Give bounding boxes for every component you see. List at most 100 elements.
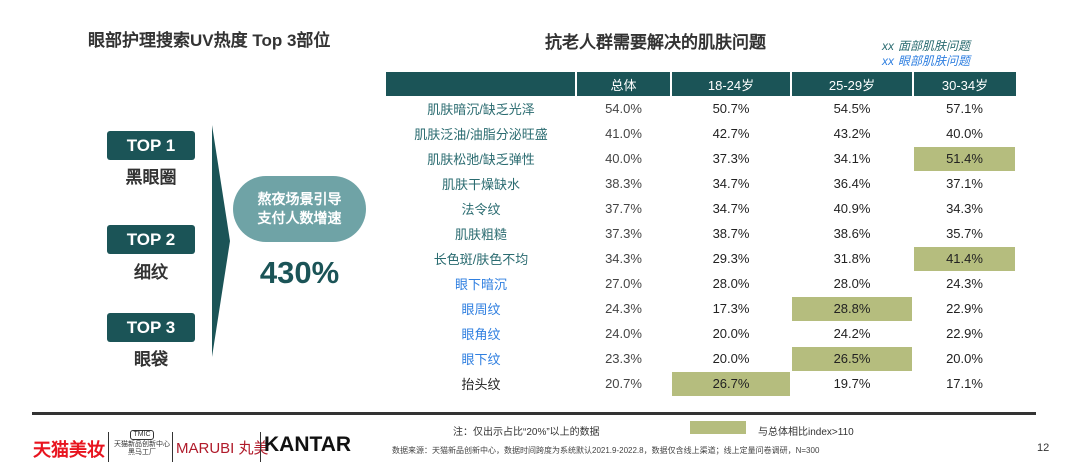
value-cell: 24.0% [575, 321, 672, 347]
row-label: 长色斑/肤色不均 [385, 246, 577, 272]
data-source: 数据来源：天猫新品创新中心，数据时间跨度为系统默认2021.9-2022.8，数… [392, 446, 820, 455]
value-cell: 54.0% [575, 96, 672, 122]
value-cell: 37.3% [670, 146, 792, 172]
legend-eye-label: 眼部肌肤问题 [898, 54, 971, 68]
table-row: 肌肤泛油/油脂分泌旺盛 41.0% 42.7% 43.2% 40.0% [385, 121, 1017, 147]
table-row: 肌肤干燥缺水 38.3% 34.7% 36.4% 37.1% [385, 171, 1017, 197]
value-cell: 40.0% [912, 121, 1017, 147]
column-header: 25-29岁 [790, 72, 913, 96]
row-label: 眼下纹 [385, 346, 577, 372]
row-label: 法令纹 [385, 196, 577, 222]
value-cell: 24.2% [790, 321, 914, 347]
top2-badge: TOP 2 [107, 225, 195, 254]
value-cell: 34.3% [912, 196, 1017, 222]
table-row: 眼周纹 24.3% 17.3% 28.8% 22.9% [385, 296, 1017, 322]
value-cell: 57.1% [912, 96, 1017, 122]
row-label: 眼角纹 [385, 321, 577, 347]
page-number: 12 [1037, 442, 1050, 454]
value-cell: 54.5% [790, 96, 914, 122]
top1-label: 黑眼圈 [125, 168, 177, 187]
legend-face-marker: xx [882, 39, 894, 53]
top3-badge: TOP 3 [107, 313, 195, 342]
table-row: 法令纹 37.7% 34.7% 40.9% 34.3% [385, 196, 1017, 222]
table-row: 眼下暗沉 27.0% 28.0% 28.0% 24.3% [385, 271, 1017, 297]
legend-eye-marker: xx [882, 54, 894, 68]
value-cell: 17.1% [912, 371, 1017, 397]
highlight-swatch-label: 与总体相比index>110 [758, 427, 854, 438]
column-header: 30-34岁 [912, 72, 1016, 96]
legend-eye: xx 眼部肌肤问题 [882, 52, 970, 69]
tmic-badge: TMIC [130, 430, 154, 440]
highlighted-cell: 41.4% [912, 246, 1017, 272]
kantar-logo: KANTAR [264, 433, 352, 456]
top1-badge: TOP 1 [107, 131, 195, 160]
top2-label: 细纹 [134, 263, 168, 282]
table-row: 眼下纹 23.3% 20.0% 26.5% 20.0% [385, 346, 1017, 372]
value-cell: 17.3% [670, 296, 792, 322]
growth-pill: 熬夜场景引导 支付人数增速 [233, 176, 366, 242]
tmall-beauty-logo: 天猫美妆 [33, 440, 105, 460]
highlighted-cell: 51.4% [912, 146, 1017, 172]
column-header [386, 72, 576, 96]
value-cell: 38.3% [575, 171, 672, 197]
value-cell: 19.7% [790, 371, 914, 397]
table-row: 抬头纹 20.7% 26.7% 19.7% 17.1% [385, 371, 1017, 397]
value-cell: 40.9% [790, 196, 914, 222]
value-cell: 37.7% [575, 196, 672, 222]
value-cell: 20.0% [670, 321, 792, 347]
table-header-row: 总体 18-24岁 25-29岁 30-34岁 [386, 72, 1016, 96]
column-header: 18-24岁 [670, 72, 791, 96]
row-label: 眼下暗沉 [385, 271, 577, 297]
value-cell: 38.6% [790, 221, 914, 247]
pill-line1: 熬夜场景引导 [257, 191, 342, 207]
row-label: 肌肤粗糙 [385, 221, 577, 247]
tmic-text: 天猫新品创新中心 黑马工厂 [114, 441, 170, 456]
value-cell: 36.4% [790, 171, 914, 197]
growth-value: 430% [259, 255, 340, 290]
left-panel-title: 眼部护理搜索UV热度 Top 3部位 [88, 31, 331, 50]
row-label: 肌肤松弛/缺乏弹性 [385, 146, 577, 172]
row-label: 肌肤干燥缺水 [385, 171, 577, 197]
value-cell: 31.8% [790, 246, 914, 272]
column-header: 总体 [575, 72, 671, 96]
value-cell: 23.3% [575, 346, 672, 372]
logo-separator [108, 432, 109, 462]
value-cell: 24.3% [912, 271, 1017, 297]
footer-note: 注：仅出示占比“20%”以上的数据 [453, 427, 600, 438]
skin-issues-table: 总体 18-24岁 25-29岁 30-34岁 肌肤暗沉/缺乏光泽 54.0% 50.7%… [385, 72, 1017, 397]
value-cell: 22.9% [912, 321, 1017, 347]
row-label: 眼周纹 [385, 296, 577, 322]
value-cell: 20.0% [912, 346, 1017, 372]
footer-divider [32, 412, 1036, 415]
top3-label: 眼袋 [134, 350, 168, 369]
value-cell: 35.7% [912, 221, 1017, 247]
value-cell: 27.0% [575, 271, 672, 297]
legend-face: xx 面部肌肤问题 [882, 37, 970, 54]
row-label: 肌肤泛油/油脂分泌旺盛 [385, 121, 577, 147]
value-cell: 28.0% [670, 271, 792, 297]
highlighted-cell: 26.7% [670, 371, 792, 397]
row-label: 抬头纹 [385, 371, 577, 397]
value-cell: 22.9% [912, 296, 1017, 322]
value-cell: 34.3% [575, 246, 672, 272]
value-cell: 28.0% [790, 271, 914, 297]
value-cell: 34.1% [790, 146, 914, 172]
value-cell: 38.7% [670, 221, 792, 247]
pill-line2: 支付人数增速 [257, 210, 342, 226]
logo-separator [260, 432, 261, 462]
value-cell: 37.3% [575, 221, 672, 247]
table-row: 肌肤松弛/缺乏弹性 40.0% 37.3% 34.1% 51.4% [385, 146, 1017, 172]
row-label: 肌肤暗沉/缺乏光泽 [385, 96, 577, 122]
value-cell: 20.7% [575, 371, 672, 397]
table-row: 眼角纹 24.0% 20.0% 24.2% 22.9% [385, 321, 1017, 347]
highlight-swatch [690, 421, 746, 434]
value-cell: 37.1% [912, 171, 1017, 197]
legend-face-label: 面部肌肤问题 [898, 39, 971, 53]
value-cell: 34.7% [670, 196, 792, 222]
value-cell: 24.3% [575, 296, 672, 322]
table-title: 抗老人群需要解决的肌肤问题 [545, 33, 766, 52]
value-cell: 34.7% [670, 171, 792, 197]
highlighted-cell: 26.5% [790, 346, 914, 372]
logo-separator [172, 432, 173, 462]
table-row: 肌肤暗沉/缺乏光泽 54.0% 50.7% 54.5% 57.1% [385, 96, 1017, 122]
